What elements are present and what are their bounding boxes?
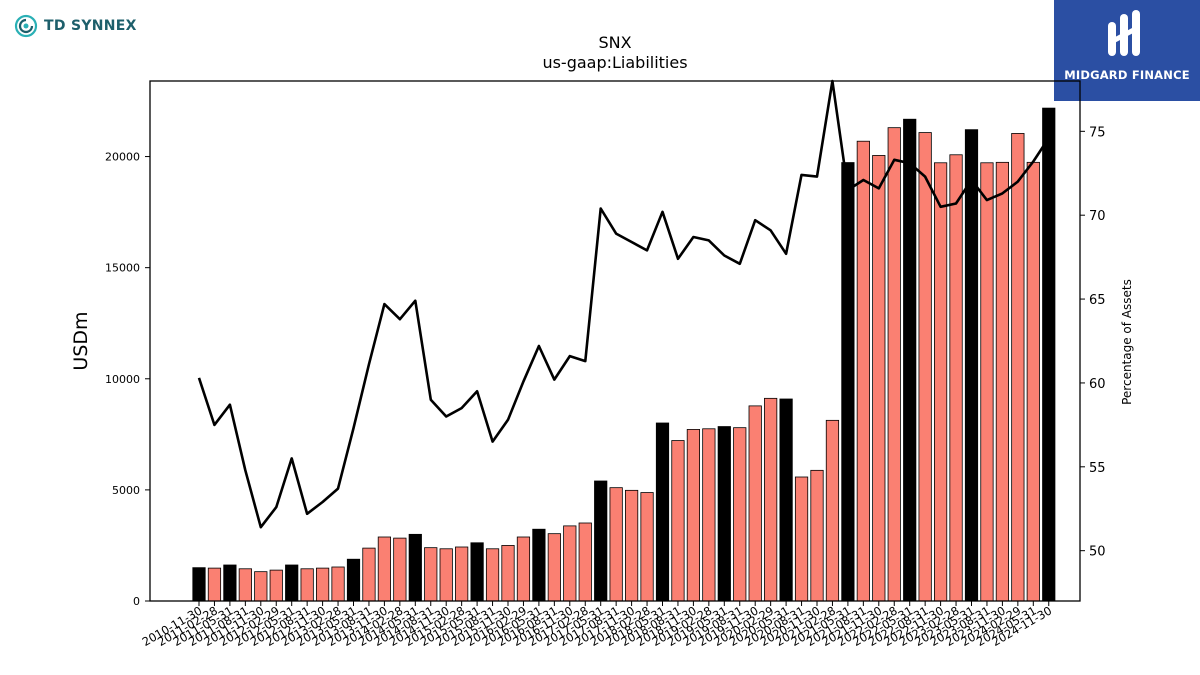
- bar: [825, 419, 840, 602]
- midgard-finance-logo-text: MIDGARD FINANCE: [1064, 68, 1190, 82]
- bar: [949, 154, 963, 602]
- bar: [733, 427, 747, 602]
- bar: [547, 533, 561, 602]
- bar: [764, 397, 778, 602]
- chart-subtitle: us-gaap:Liabilities: [542, 53, 687, 72]
- y-right-tick-label: 60: [1089, 377, 1106, 392]
- midgard-finance-logo: MIDGARD FINANCE: [1054, 0, 1200, 101]
- y-axis-label: USDm: [70, 311, 92, 370]
- y-right-tick-label: 55: [1089, 461, 1106, 476]
- plot-frame: [149, 80, 1081, 602]
- y-right-tick-label: 50: [1089, 545, 1106, 560]
- bar: [810, 469, 824, 602]
- bar: [223, 564, 237, 602]
- bar: [532, 528, 546, 602]
- bar: [717, 426, 731, 602]
- y-tick-label: 15000: [105, 262, 140, 275]
- bar: [887, 127, 901, 602]
- y-tick-label: 10000: [105, 373, 140, 386]
- bar: [470, 542, 484, 602]
- bar: [686, 429, 701, 602]
- bar: [1011, 133, 1025, 602]
- bar: [794, 476, 809, 602]
- bar: [671, 440, 685, 602]
- bar: [872, 155, 886, 602]
- td-synnex-icon: [14, 14, 38, 38]
- bar: [1026, 161, 1040, 602]
- bar: [964, 129, 979, 602]
- bar: [934, 162, 948, 602]
- bar: [238, 568, 252, 602]
- bar: [377, 536, 392, 602]
- y-tick-label: 20000: [105, 151, 140, 164]
- bar: [609, 487, 623, 602]
- bar: [346, 558, 361, 602]
- bar: [918, 132, 932, 602]
- y-right-axis-label: Percentage of Assets: [1120, 279, 1134, 405]
- bar: [640, 492, 654, 602]
- bar: [516, 536, 531, 602]
- bar: [315, 567, 330, 602]
- bar: [980, 162, 994, 602]
- percentage-of-assets-line: [197, 79, 1050, 529]
- bar: [501, 545, 515, 602]
- bar: [903, 118, 917, 602]
- bar: [594, 480, 608, 602]
- bar: [254, 571, 268, 602]
- bar: [408, 533, 422, 602]
- bar: [995, 161, 1010, 602]
- y-right-tick-label: 75: [1089, 125, 1106, 140]
- bar: [300, 568, 314, 602]
- bar: [362, 547, 376, 602]
- bar: [455, 546, 469, 602]
- bar: [841, 162, 855, 602]
- bar: [485, 548, 500, 602]
- chart-title: SNX: [598, 33, 631, 52]
- bar: [856, 140, 870, 602]
- bar: [1042, 107, 1056, 602]
- bar: [563, 525, 577, 602]
- bar: [702, 428, 716, 602]
- bar: [285, 564, 299, 602]
- bar: [424, 547, 438, 602]
- midgard-finance-icon: [1108, 10, 1140, 56]
- bar: [748, 405, 762, 602]
- bar: [625, 489, 639, 602]
- y-tick-label: 5000: [112, 484, 140, 497]
- bar: [269, 569, 283, 602]
- y-tick-label: 0: [133, 595, 140, 608]
- bar: [578, 522, 592, 602]
- bar: [779, 398, 793, 602]
- y-right-tick-label: 65: [1089, 293, 1106, 308]
- bar: [655, 422, 670, 602]
- bar: [192, 567, 206, 602]
- bar: [207, 567, 222, 602]
- td-synnex-logo: TD SYNNEX: [14, 14, 137, 38]
- y-right-tick-label: 70: [1089, 209, 1106, 224]
- bar: [393, 537, 407, 602]
- bar: [331, 566, 345, 602]
- bar: [439, 548, 453, 602]
- td-synnex-logo-text: TD SYNNEX: [44, 18, 137, 34]
